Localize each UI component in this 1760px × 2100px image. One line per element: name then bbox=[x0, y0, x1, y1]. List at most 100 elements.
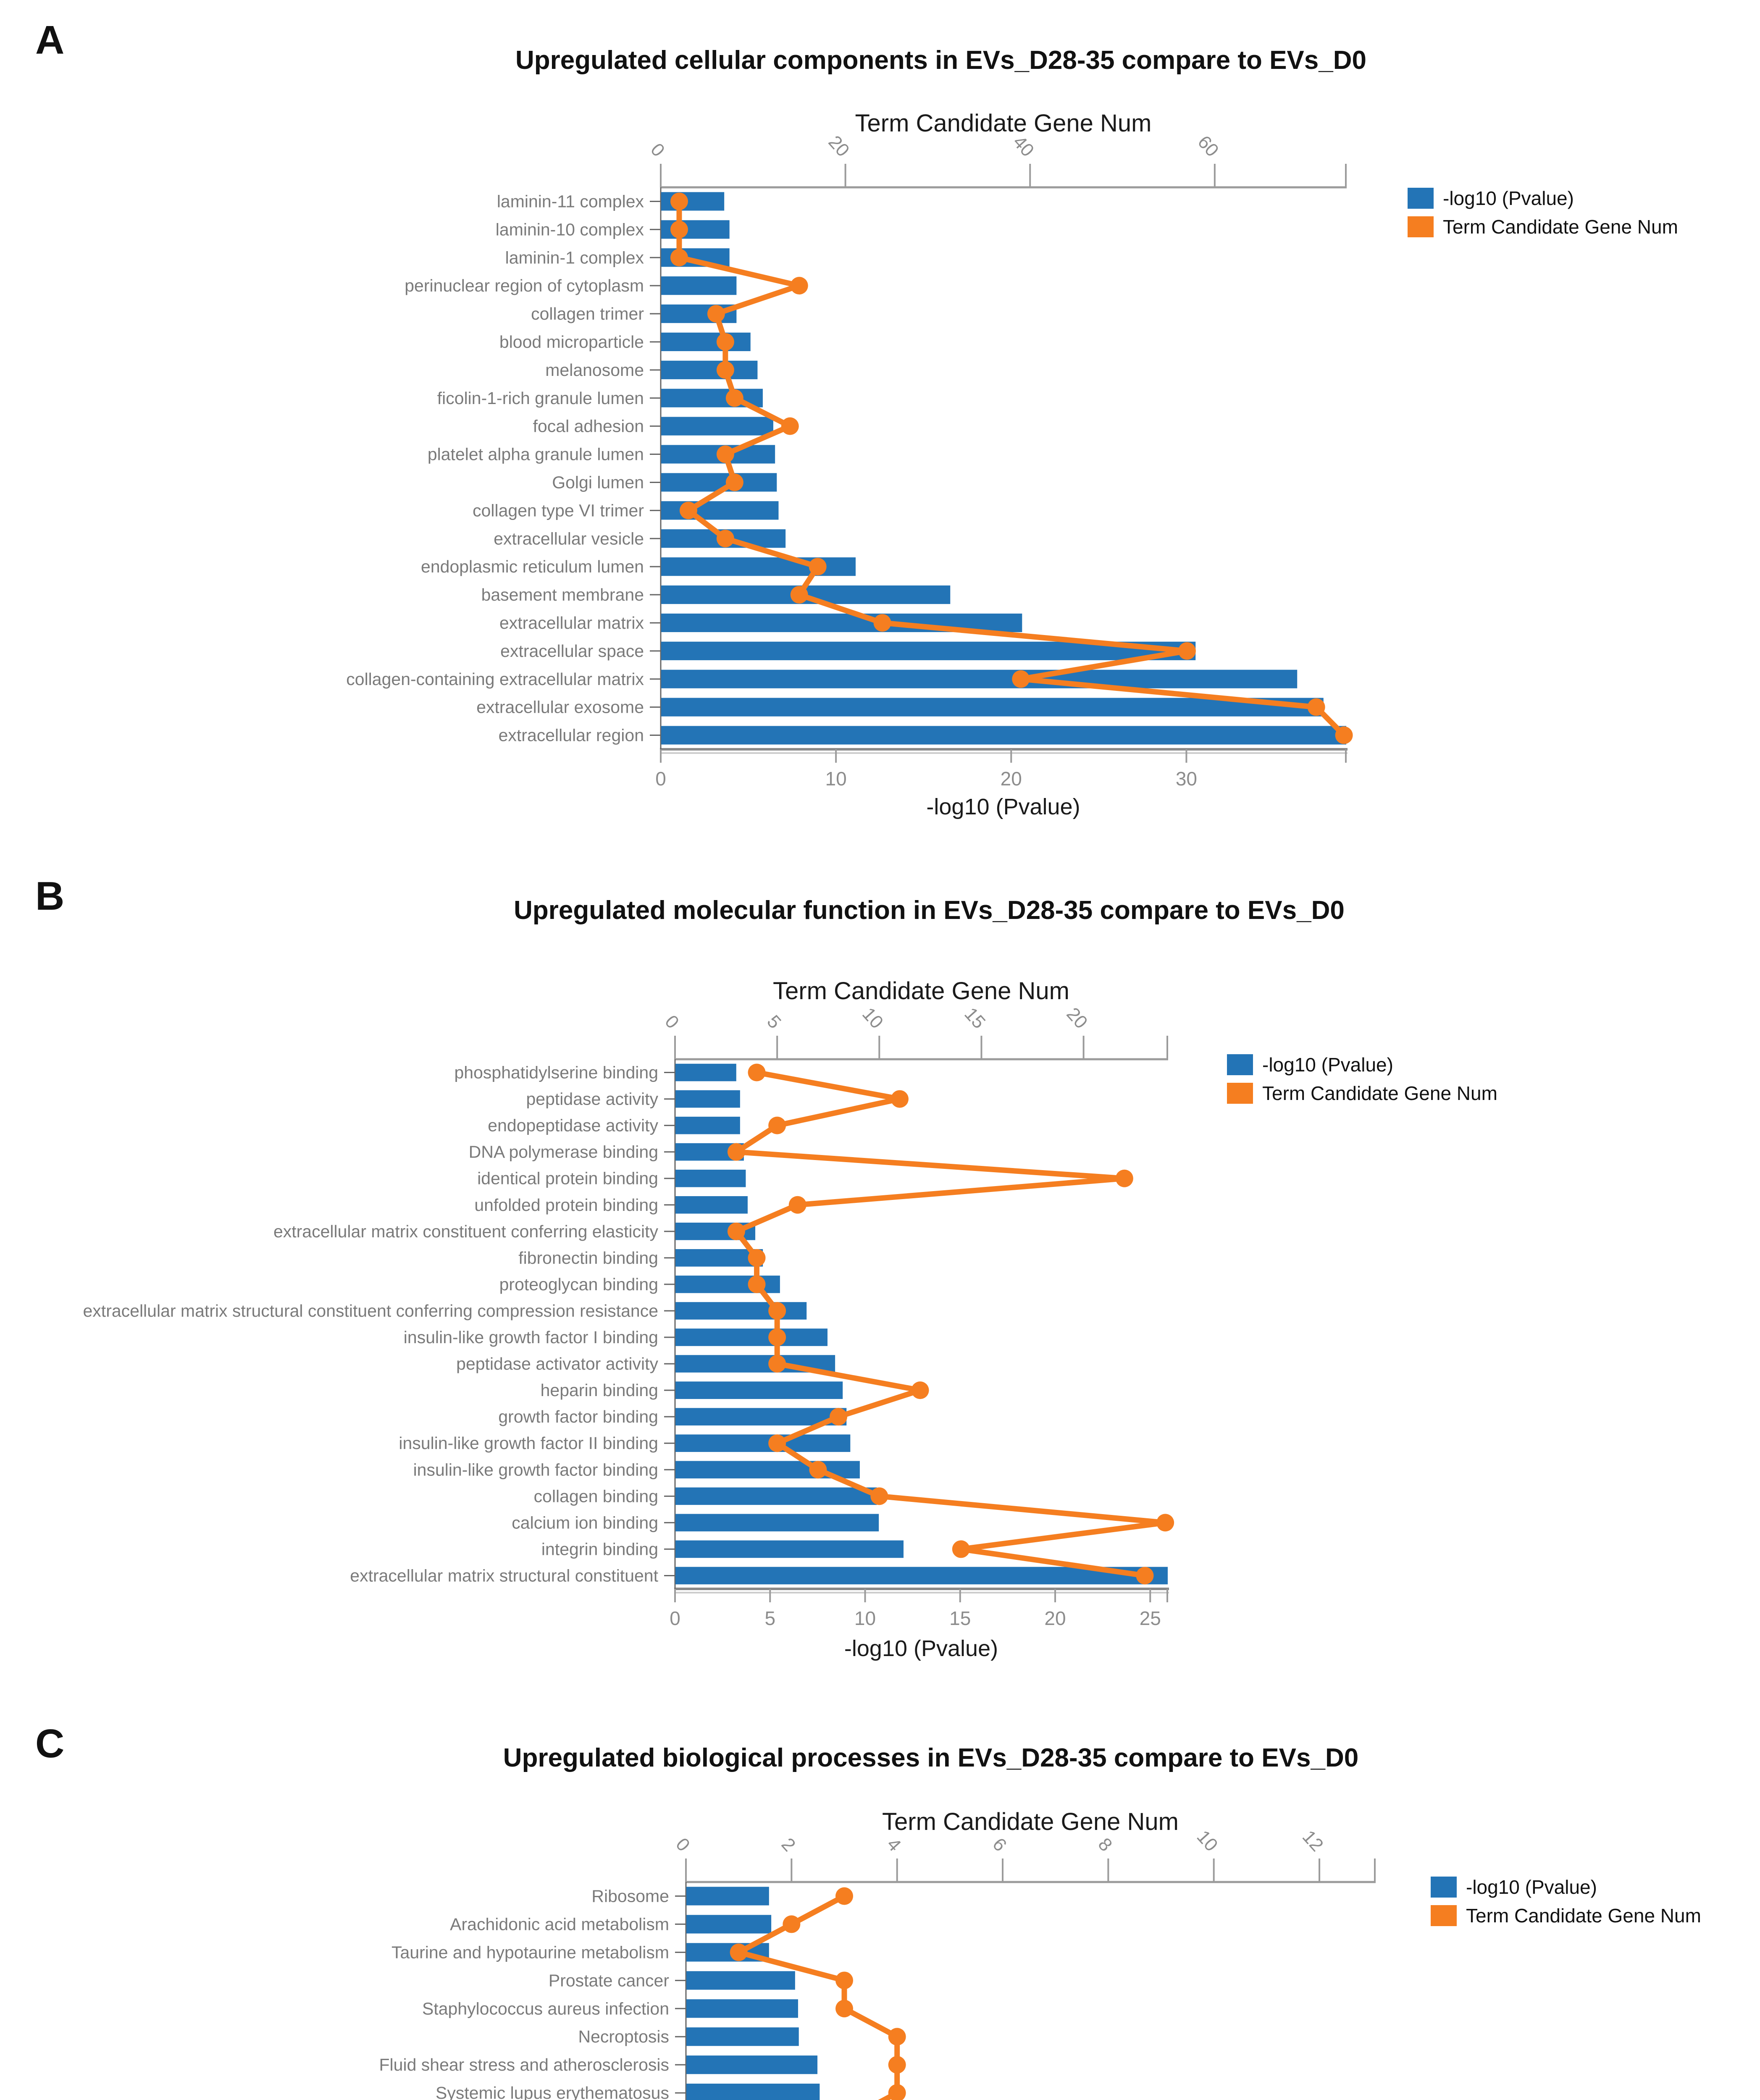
top-tick-label: 10 bbox=[858, 1004, 887, 1033]
line-point bbox=[1335, 726, 1353, 744]
genenum-legend-label: Term Candidate Gene Num bbox=[1443, 216, 1678, 238]
line-point bbox=[748, 1249, 766, 1267]
bar bbox=[686, 2027, 799, 2046]
category-label: unfolded protein binding bbox=[474, 1195, 658, 1215]
top-tick-label: 8 bbox=[1094, 1834, 1116, 1856]
legend-row-pvalue: -log10 (Pvalue) bbox=[1408, 188, 1678, 209]
pvalue-swatch-icon bbox=[1431, 1877, 1457, 1898]
bar bbox=[661, 698, 1324, 717]
category-label: peptidase activity bbox=[526, 1089, 658, 1109]
category-label: Fluid shear stress and atherosclerosis bbox=[379, 2055, 669, 2074]
bottom-tick-label: 10 bbox=[854, 1607, 876, 1629]
category-axis: phosphatidylserine binding peptidase acti… bbox=[83, 1059, 676, 1589]
category-label: Taurine and hypotaurine metabolism bbox=[391, 1942, 669, 1962]
category-label: fibronectin binding bbox=[518, 1248, 658, 1268]
line-point bbox=[727, 1143, 745, 1161]
bar bbox=[675, 1408, 847, 1425]
top-tick-label: 6 bbox=[988, 1834, 1011, 1856]
category-label: insulin-like growth factor binding bbox=[413, 1460, 658, 1479]
line-point bbox=[835, 2000, 854, 2018]
genenum-swatch-icon bbox=[1227, 1083, 1253, 1104]
top-tick-label: 0 bbox=[646, 139, 669, 161]
category-label: blood microparticle bbox=[499, 332, 644, 352]
panel-a-title: Upregulated cellular components in EVs_D… bbox=[515, 46, 1366, 75]
category-label: melanosome bbox=[545, 360, 644, 380]
pvalue-bars bbox=[675, 1063, 1168, 1585]
category-label: extracellular region bbox=[499, 726, 644, 745]
bar bbox=[675, 1514, 879, 1532]
bottom-axis: 0 5 10 15 20 25 bbox=[670, 1588, 1169, 1629]
pvalue-legend-label: -log10 (Pvalue) bbox=[1443, 187, 1574, 209]
category-label: Prostate cancer bbox=[549, 1971, 669, 1990]
category-label: platelet alpha granule lumen bbox=[428, 445, 644, 464]
panel-c-top-axis-title: Term Candidate Gene Num bbox=[882, 1808, 1179, 1835]
genenum-line bbox=[727, 1063, 1174, 1585]
bottom-axis: 0 10 20 30 bbox=[655, 748, 1348, 790]
panel-b-plot: 0 5 10 15 20 0 5 10 15 20 25 phosphatidylserine bin… bbox=[83, 1004, 1174, 1629]
legend-row-pvalue: -log10 (Pvalue) bbox=[1431, 1877, 1701, 1898]
line-point bbox=[1012, 670, 1030, 688]
line-point bbox=[1156, 1514, 1174, 1532]
pvalue-legend-label: -log10 (Pvalue) bbox=[1262, 1054, 1393, 1076]
line-point bbox=[952, 1540, 970, 1558]
line-point bbox=[835, 1971, 854, 1990]
bottom-tick-label: 25 bbox=[1140, 1607, 1161, 1629]
category-label: collagen binding bbox=[534, 1486, 658, 1506]
category-label: extracellular space bbox=[500, 641, 644, 661]
line-point bbox=[716, 530, 734, 548]
panel-b-title: Upregulated molecular function in EVs_D2… bbox=[514, 896, 1345, 925]
bar bbox=[675, 1328, 828, 1346]
pvalue-bars bbox=[661, 192, 1346, 745]
bottom-tick-label: 20 bbox=[1001, 768, 1022, 790]
line-point bbox=[873, 614, 891, 632]
line-point bbox=[748, 1063, 766, 1082]
category-label: endoplasmic reticulum lumen bbox=[421, 557, 644, 576]
category-label: peptidase activator activity bbox=[456, 1354, 658, 1373]
legend-row-genenum: Term Candidate Gene Num bbox=[1227, 1083, 1497, 1104]
genenum-legend-label: Term Candidate Gene Num bbox=[1466, 1905, 1701, 1927]
line-point bbox=[768, 1355, 786, 1373]
panel-c-plot: 02468101202468RibosomeArachidonic acid m… bbox=[379, 1827, 1376, 2100]
category-label: insulin-like growth factor I binding bbox=[404, 1328, 658, 1347]
category-label: Ribosome bbox=[591, 1886, 669, 1906]
line-point bbox=[809, 558, 827, 576]
line-point bbox=[768, 1328, 786, 1347]
bottom-tick-label: 10 bbox=[825, 768, 847, 790]
line-point bbox=[716, 333, 734, 351]
line-point bbox=[790, 277, 808, 295]
line-point bbox=[707, 305, 725, 323]
line-point bbox=[888, 2056, 906, 2074]
pvalue-bars bbox=[686, 1887, 820, 2100]
category-label: proteoglycan binding bbox=[499, 1275, 658, 1294]
line-point bbox=[888, 2028, 906, 2046]
category-label: extracellular matrix structural constitu… bbox=[350, 1566, 658, 1585]
category-axis: laminin-11 complex laminin-10 complex lami… bbox=[346, 187, 662, 749]
bar bbox=[675, 1169, 746, 1187]
bottom-tick-label: 0 bbox=[655, 768, 666, 790]
line-point bbox=[768, 1116, 786, 1134]
top-tick-label: 15 bbox=[960, 1004, 989, 1033]
panel-b-top-axis-title: Term Candidate Gene Num bbox=[773, 977, 1069, 1005]
bottom-tick-label: 30 bbox=[1176, 768, 1197, 790]
legend-row-genenum: Term Candidate Gene Num bbox=[1431, 1905, 1701, 1926]
line-point bbox=[911, 1381, 929, 1399]
line-point bbox=[730, 1943, 748, 1961]
panel-b-legend: -log10 (Pvalue) Term Candidate Gene Num bbox=[1227, 1054, 1497, 1111]
line-point bbox=[781, 417, 799, 435]
bar bbox=[675, 1487, 877, 1505]
panel-c-letter: C bbox=[35, 1721, 65, 1766]
line-point bbox=[716, 445, 734, 463]
bottom-tick-label: 0 bbox=[670, 1607, 680, 1629]
category-label: growth factor binding bbox=[498, 1407, 658, 1426]
panel-a-legend: -log10 (Pvalue) Term Candidate Gene Num bbox=[1408, 188, 1678, 245]
category-label: Staphylococcus aureus infection bbox=[422, 1999, 669, 2018]
pvalue-legend-label: -log10 (Pvalue) bbox=[1466, 1876, 1597, 1898]
legend-row-genenum: Term Candidate Gene Num bbox=[1408, 216, 1678, 237]
category-label: ficolin-1-rich granule lumen bbox=[437, 388, 644, 408]
bar bbox=[661, 726, 1346, 745]
line-point bbox=[768, 1434, 786, 1452]
bottom-tick-label: 20 bbox=[1044, 1607, 1066, 1629]
legend-row-pvalue: -log10 (Pvalue) bbox=[1227, 1054, 1497, 1075]
